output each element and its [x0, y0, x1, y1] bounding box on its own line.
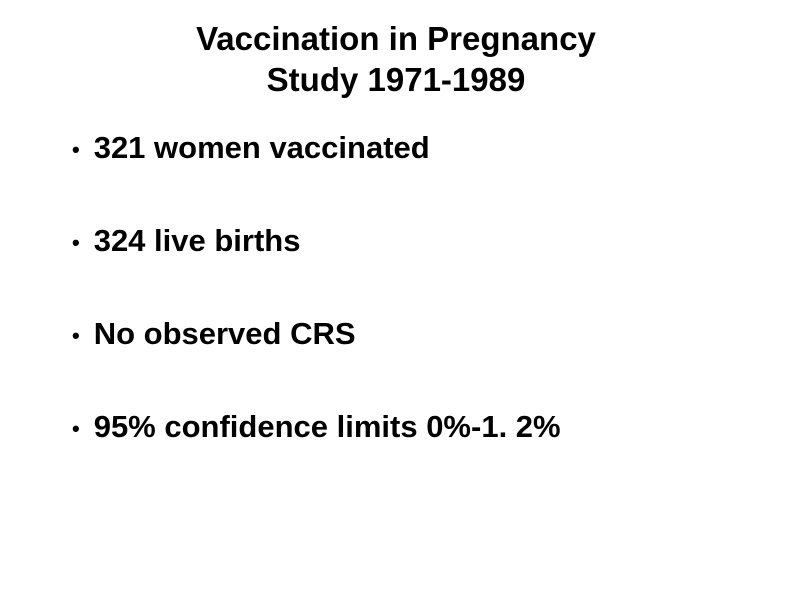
bullet-marker-icon: •	[72, 418, 80, 440]
bullet-text: 324 live births	[94, 222, 301, 259]
bullet-item: • 95% confidence limits 0%-1. 2%	[72, 408, 742, 445]
bullet-text: No observed CRS	[94, 315, 356, 352]
slide-container: Vaccination in Pregnancy Study 1971-1989…	[0, 0, 792, 612]
bullet-list: • 321 women vaccinated • 324 live births…	[0, 129, 792, 446]
bullet-text: 95% confidence limits 0%-1. 2%	[94, 408, 561, 445]
bullet-marker-icon: •	[72, 232, 80, 254]
bullet-item: • 324 live births	[72, 222, 742, 259]
bullet-marker-icon: •	[72, 139, 80, 161]
bullet-marker-icon: •	[72, 325, 80, 347]
bullet-text: 321 women vaccinated	[94, 129, 430, 166]
title-line-2: Study 1971-1989	[0, 59, 792, 100]
slide-title: Vaccination in Pregnancy Study 1971-1989	[0, 18, 792, 101]
bullet-item: • No observed CRS	[72, 315, 742, 352]
title-line-1: Vaccination in Pregnancy	[0, 18, 792, 59]
bullet-item: • 321 women vaccinated	[72, 129, 742, 166]
